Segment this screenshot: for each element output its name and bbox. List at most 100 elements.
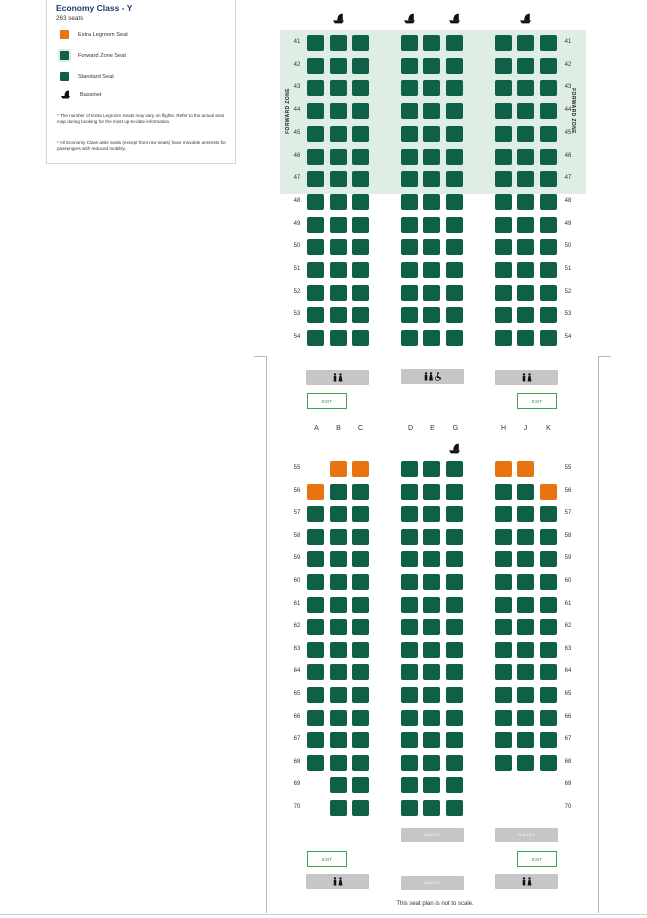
seat-59e[interactable]: [423, 551, 440, 568]
seat-41g[interactable]: [446, 35, 463, 51]
seat-44h[interactable]: [495, 103, 512, 120]
seat-41k[interactable]: [540, 35, 557, 51]
seat-63j[interactable]: [517, 641, 534, 658]
seat-47j[interactable]: [517, 171, 534, 188]
seat-47b[interactable]: [330, 171, 347, 188]
seat-57b[interactable]: [330, 506, 347, 523]
seat-64j[interactable]: [517, 664, 534, 681]
seat-42h[interactable]: [495, 57, 512, 74]
seat-55g[interactable]: [446, 461, 463, 477]
seat-55j[interactable]: [517, 461, 534, 477]
seat-41c[interactable]: [352, 35, 369, 51]
seat-56e[interactable]: [423, 483, 440, 500]
seat-50d[interactable]: [401, 239, 418, 256]
seat-69b[interactable]: [330, 777, 347, 794]
seat-57g[interactable]: [446, 506, 463, 523]
seat-64k[interactable]: [540, 664, 557, 681]
seat-42e[interactable]: [423, 57, 440, 74]
seat-51k[interactable]: [540, 262, 557, 278]
seat-45g[interactable]: [446, 125, 463, 142]
seat-69e[interactable]: [423, 777, 440, 794]
seat-57c[interactable]: [352, 506, 369, 523]
seat-41j[interactable]: [517, 35, 534, 51]
seat-46h[interactable]: [495, 148, 512, 165]
seat-58d[interactable]: [401, 528, 418, 545]
seat-51d[interactable]: [401, 262, 418, 278]
seat-43g[interactable]: [446, 80, 463, 97]
seat-63e[interactable]: [423, 641, 440, 658]
seat-53k[interactable]: [540, 307, 557, 324]
seat-53h[interactable]: [495, 307, 512, 324]
seat-67e[interactable]: [423, 732, 440, 749]
seat-68k[interactable]: [540, 754, 557, 771]
seat-56c[interactable]: [352, 483, 369, 500]
seat-57e[interactable]: [423, 506, 440, 523]
seat-69d[interactable]: [401, 777, 418, 794]
seat-44k[interactable]: [540, 103, 557, 120]
seat-52k[interactable]: [540, 284, 557, 301]
seat-62d[interactable]: [401, 619, 418, 636]
seat-62e[interactable]: [423, 619, 440, 636]
seat-47d[interactable]: [401, 171, 418, 188]
seat-54j[interactable]: [517, 330, 534, 347]
seat-48b[interactable]: [330, 193, 347, 210]
seat-54h[interactable]: [495, 330, 512, 347]
seat-42j[interactable]: [517, 57, 534, 74]
seat-57d[interactable]: [401, 506, 418, 523]
seat-53b[interactable]: [330, 307, 347, 324]
seat-59a[interactable]: [307, 551, 324, 568]
seat-60c[interactable]: [352, 574, 369, 590]
seat-70g[interactable]: [446, 800, 463, 816]
seat-57h[interactable]: [495, 506, 512, 523]
seat-52b[interactable]: [330, 284, 347, 301]
seat-50c[interactable]: [352, 239, 369, 256]
seat-49g[interactable]: [446, 216, 463, 233]
seat-50g[interactable]: [446, 239, 463, 256]
seat-47h[interactable]: [495, 171, 512, 188]
seat-47a[interactable]: [307, 171, 324, 188]
seat-60d[interactable]: [401, 574, 418, 590]
seat-70b[interactable]: [330, 800, 347, 816]
seat-54a[interactable]: [307, 330, 324, 347]
seat-45j[interactable]: [517, 125, 534, 142]
seat-46e[interactable]: [423, 148, 440, 165]
seat-65a[interactable]: [307, 687, 324, 703]
seat-49c[interactable]: [352, 216, 369, 233]
seat-64d[interactable]: [401, 664, 418, 681]
seat-62k[interactable]: [540, 619, 557, 636]
seat-49e[interactable]: [423, 216, 440, 233]
seat-64e[interactable]: [423, 664, 440, 681]
seat-54b[interactable]: [330, 330, 347, 347]
seat-60g[interactable]: [446, 574, 463, 590]
seat-61d[interactable]: [401, 596, 418, 613]
seat-48h[interactable]: [495, 193, 512, 210]
seat-67c[interactable]: [352, 732, 369, 749]
seat-53e[interactable]: [423, 307, 440, 324]
seat-68h[interactable]: [495, 754, 512, 771]
seat-55e[interactable]: [423, 461, 440, 477]
seat-56h[interactable]: [495, 483, 512, 500]
seat-42b[interactable]: [330, 57, 347, 74]
seat-51b[interactable]: [330, 262, 347, 278]
seat-66g[interactable]: [446, 709, 463, 726]
seat-48a[interactable]: [307, 193, 324, 210]
seat-56g[interactable]: [446, 483, 463, 500]
seat-61j[interactable]: [517, 596, 534, 613]
seat-55h[interactable]: [495, 461, 512, 477]
seat-51h[interactable]: [495, 262, 512, 278]
seat-64b[interactable]: [330, 664, 347, 681]
seat-65h[interactable]: [495, 687, 512, 703]
seat-42d[interactable]: [401, 57, 418, 74]
seat-64c[interactable]: [352, 664, 369, 681]
seat-46a[interactable]: [307, 148, 324, 165]
seat-67g[interactable]: [446, 732, 463, 749]
seat-48j[interactable]: [517, 193, 534, 210]
seat-45c[interactable]: [352, 125, 369, 142]
seat-59c[interactable]: [352, 551, 369, 568]
seat-60h[interactable]: [495, 574, 512, 590]
seat-61b[interactable]: [330, 596, 347, 613]
seat-60e[interactable]: [423, 574, 440, 590]
seat-43c[interactable]: [352, 80, 369, 97]
seat-56j[interactable]: [517, 483, 534, 500]
seat-58h[interactable]: [495, 528, 512, 545]
